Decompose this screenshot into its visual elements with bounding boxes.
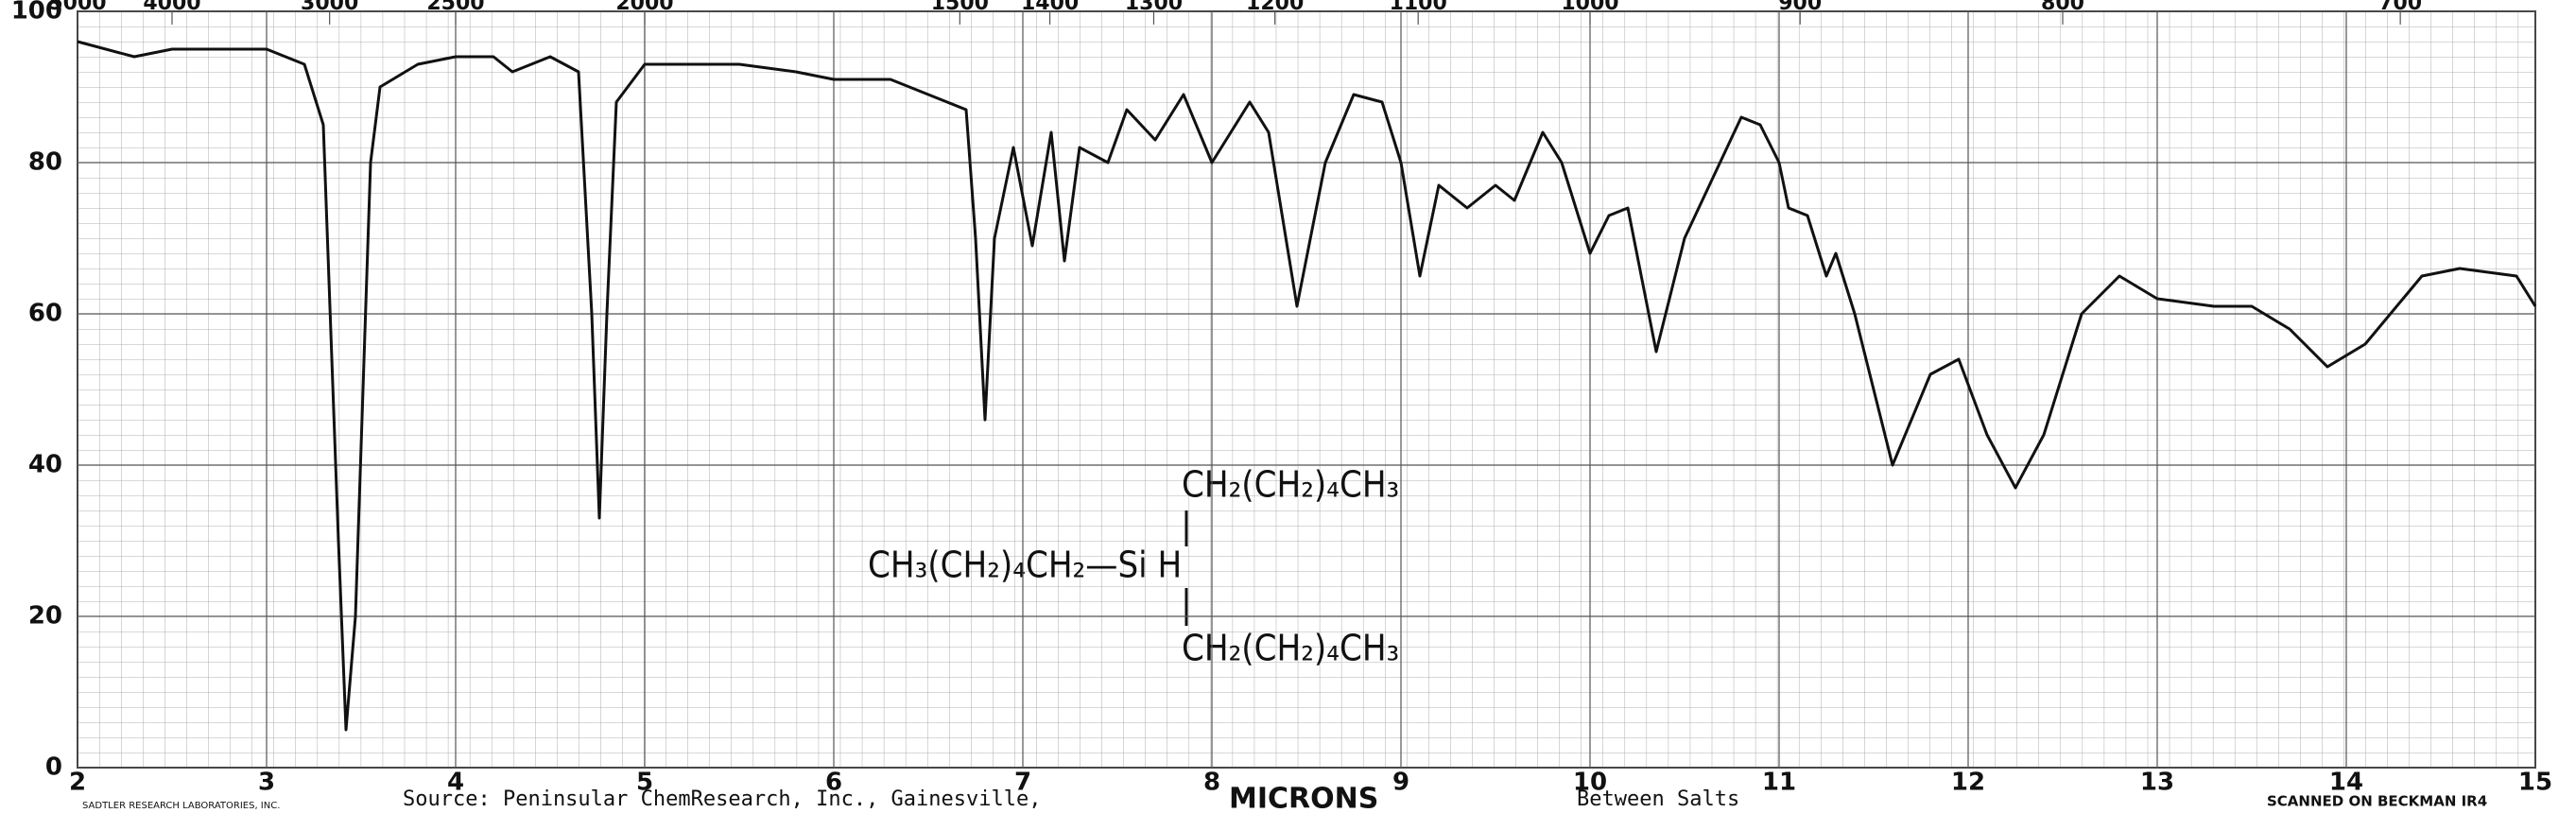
x-tick-label: 5: [636, 769, 653, 797]
top-tick-label: 2500: [426, 0, 484, 15]
x-tick-label: 14: [2329, 769, 2363, 797]
y-tick-label: 80: [28, 148, 62, 177]
top-tick-label: 2000: [615, 0, 673, 15]
y-tick-label: 100: [11, 0, 62, 26]
top-tick-label: 1400: [1021, 0, 1079, 15]
top-tick-label: 800: [2041, 0, 2084, 15]
formula-bottom: CH₂(CH₂)₄CH₃: [1182, 628, 1399, 669]
top-tick-label: 5000: [48, 0, 106, 15]
x-tick-label: 6: [825, 769, 842, 797]
y-tick-label: 20: [28, 602, 62, 631]
y-tick-label: 0: [45, 753, 62, 782]
top-tick-label: 1300: [1125, 0, 1183, 15]
top-tick-label: 1000: [1561, 0, 1618, 15]
x-tick-label: 12: [1951, 769, 1985, 797]
top-tick-label: 900: [1778, 0, 1822, 15]
x-tick-label: 13: [2140, 769, 2174, 797]
formula-top: CH₂(CH₂)₄CH₃: [1182, 464, 1399, 506]
publisher: SADTLER RESEARCH LABORATORIES, INC.: [82, 801, 280, 811]
top-tick-label: 700: [2378, 0, 2422, 15]
sample: Between Salts: [1577, 787, 1739, 811]
formula-main: CH₃(CH₂)₄CH₂—Si H: [868, 545, 1182, 586]
top-tick-label: 4000: [143, 0, 200, 15]
x-tick-label: 8: [1203, 769, 1220, 797]
top-tick-label: 3000: [301, 0, 358, 15]
x-tick-label: 9: [1392, 769, 1409, 797]
source: Source: Peninsular ChemResearch, Inc., G…: [403, 787, 1042, 811]
x-tick-label: 10: [1573, 769, 1607, 797]
top-tick-label: 1100: [1390, 0, 1447, 15]
y-tick-label: 60: [28, 300, 62, 328]
scanner: SCANNED ON BECKMAN IR4: [2267, 793, 2487, 810]
y-tick-label: 40: [28, 451, 62, 479]
x-tick-label: 7: [1014, 769, 1031, 797]
x-tick-label: 4: [447, 769, 464, 797]
spectrum-line: [77, 40, 2537, 732]
top-tick-label: 1200: [1246, 0, 1304, 15]
x-tick-label: 2: [69, 769, 86, 797]
top-tick-label: 1500: [931, 0, 989, 15]
graph-paper: [77, 10, 2536, 769]
x-tick-label: 11: [1762, 769, 1796, 797]
x-axis-label: MICRONS: [1229, 783, 1378, 813]
x-tick-label: 3: [258, 769, 275, 797]
x-tick-label: 15: [2518, 769, 2552, 797]
